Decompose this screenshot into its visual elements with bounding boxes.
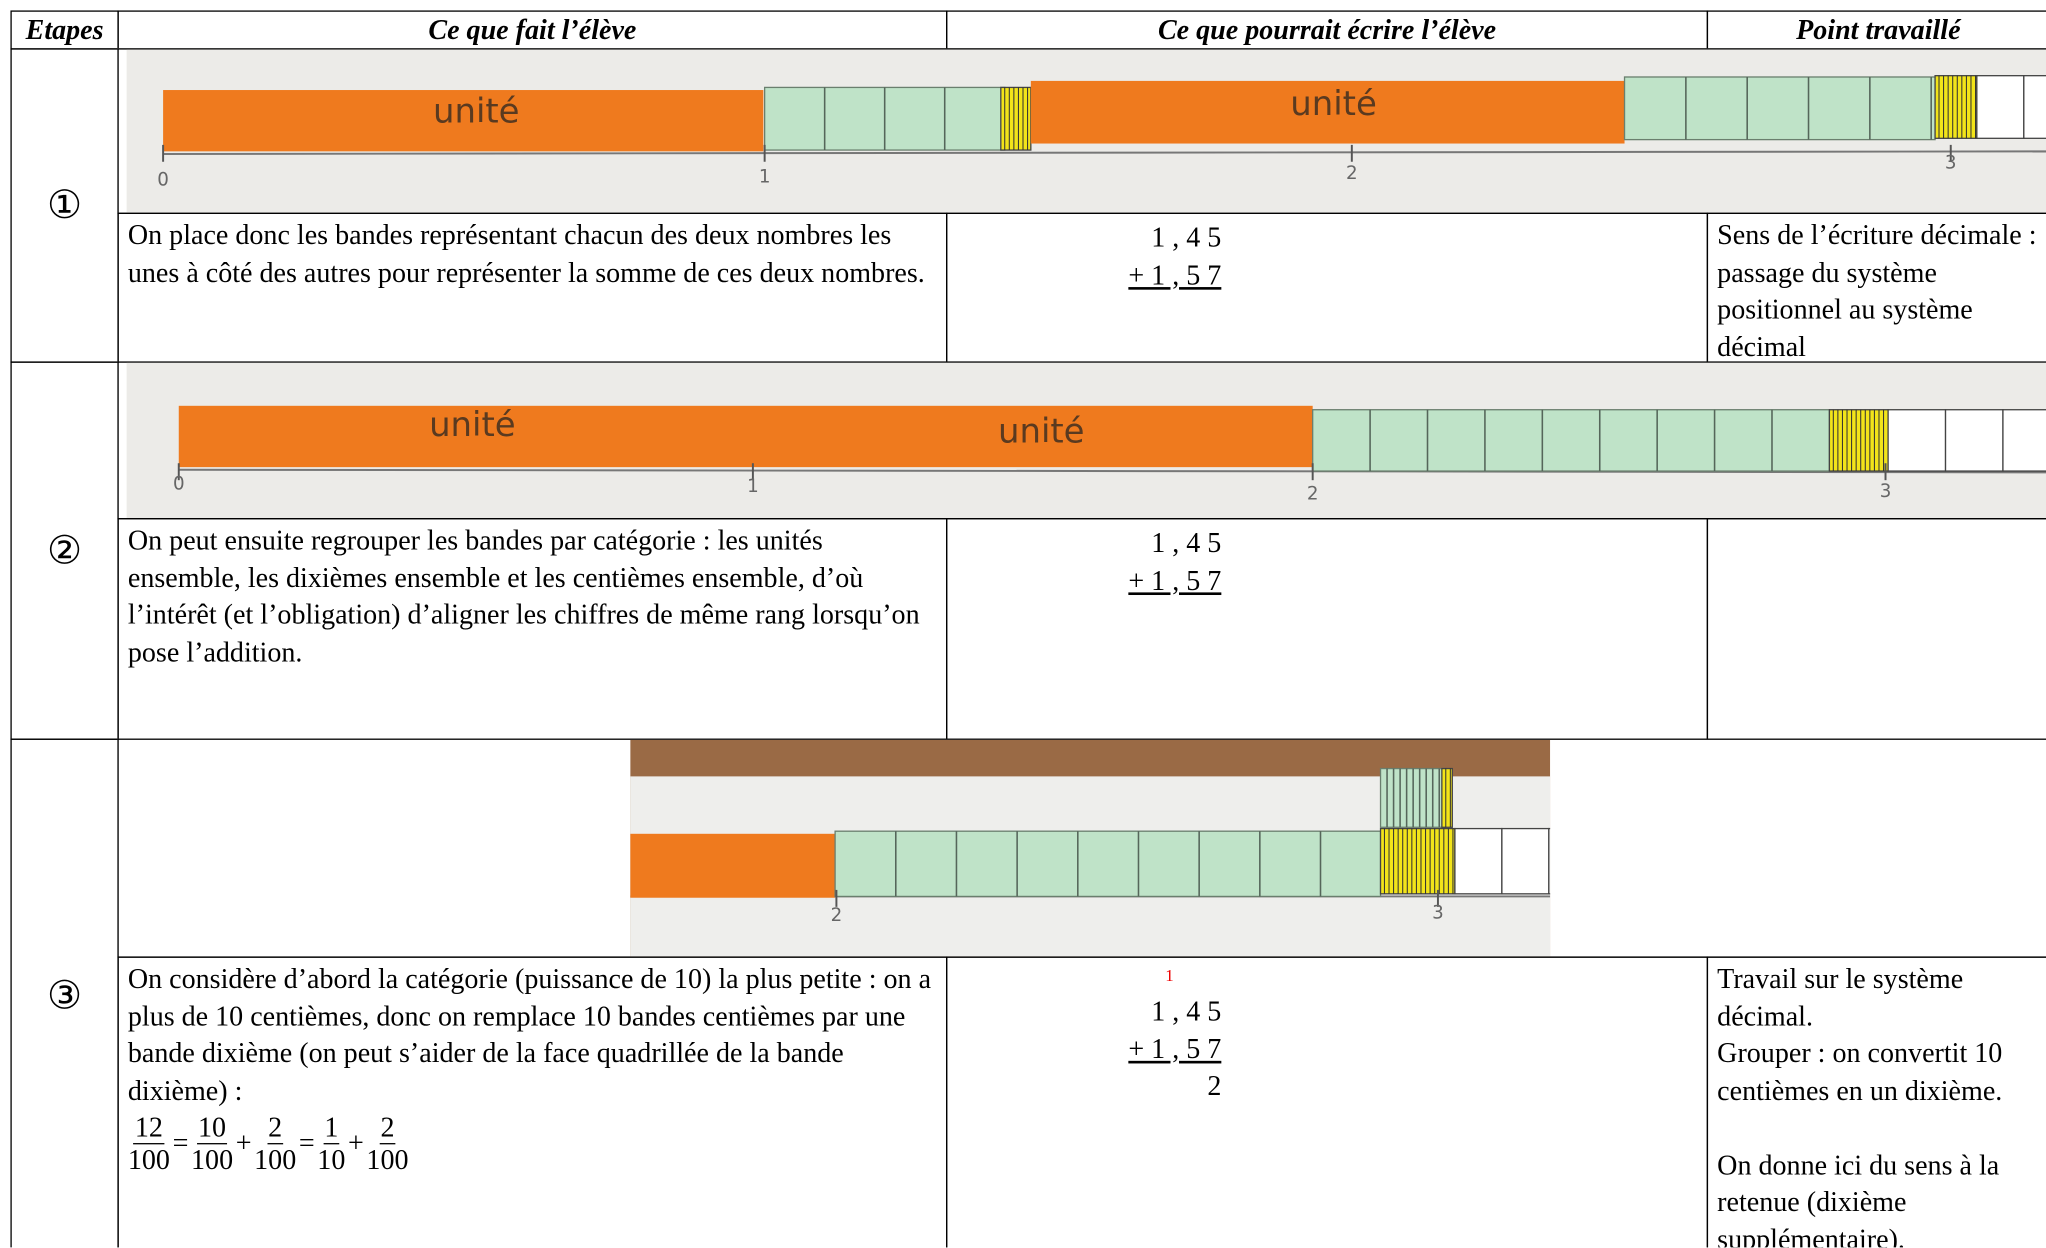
fraction-den: 10	[317, 1144, 346, 1176]
explanation: On peut ensuite regrouper les bandes par…	[127, 524, 920, 668]
operator: =	[172, 1127, 189, 1160]
tick-label: 0	[157, 169, 169, 190]
point-cell: Travail sur le système décimal. Grouper :…	[1706, 956, 2046, 1248]
explanation-cell: On place donc les bandes représentant ch…	[117, 212, 948, 363]
operand: 1 , 4 5	[1151, 527, 1222, 559]
operand: 1 , 4 5	[1151, 995, 1222, 1027]
orange-band	[630, 833, 836, 898]
photo-label: unité	[1290, 84, 1377, 123]
tick-label: 2	[831, 905, 843, 926]
green-band	[1623, 76, 1936, 141]
orange-band	[163, 90, 764, 152]
explanation: On considère d’abord la catégorie (puiss…	[127, 962, 932, 1106]
step-number: ①	[10, 48, 119, 363]
fraction: 2 100	[254, 1112, 296, 1176]
computation-cell: 1 , 4 5 + 1 , 5 7	[946, 518, 1709, 740]
fraction-num: 1	[323, 1111, 340, 1145]
point-text: Grouper : on convertit 10 centièmes en u…	[1717, 1037, 2003, 1106]
point-text: Sens de l’écriture décimale : passage du…	[1717, 219, 2037, 363]
result: 2	[1207, 1069, 1222, 1102]
explanation-cell: On considère d’abord la catégorie (puiss…	[117, 956, 948, 1248]
explanation-cell: On peut ensuite regrouper les bandes par…	[117, 518, 948, 740]
empty-box	[2002, 409, 2046, 472]
empty-box	[1454, 827, 1503, 895]
point-block: On donne ici du sens à la retenue (dixiè…	[1717, 1146, 2039, 1248]
operator: +	[235, 1127, 252, 1160]
empty-box	[1887, 409, 1947, 472]
green-band	[1312, 409, 1831, 472]
empty-box	[1944, 409, 2004, 472]
computation-cell: 1 , 4 5 + 1 , 5 7	[946, 212, 1709, 363]
tick-label: 2	[1307, 484, 1319, 505]
number-line	[163, 150, 2046, 155]
point-cell: Sens de l’écriture décimale : passage du…	[1706, 212, 2046, 363]
fraction-den: 100	[366, 1144, 409, 1176]
header-cell: Ce que pourrait écrire l’élève	[946, 10, 1709, 50]
fraction: 12 100	[128, 1112, 170, 1176]
fraction-num: 2	[266, 1111, 284, 1145]
explanation: On place donc les bandes représentant ch…	[127, 219, 925, 288]
tick-label: 3	[1880, 481, 1892, 502]
operator: +	[347, 1127, 364, 1160]
point-block: Travail sur le système décimal. Grouper :…	[1717, 960, 2039, 1109]
photo: unité unité 0 1 2 3	[126, 49, 2046, 213]
yellow-band	[1441, 767, 1453, 828]
tick-label: 1	[747, 476, 759, 497]
fraction: 1 10	[317, 1112, 345, 1176]
tick-label: 3	[1432, 903, 1444, 924]
fraction-num: 2	[379, 1111, 396, 1145]
tick-label: 3	[1945, 152, 1957, 173]
fraction: 2 100	[366, 1112, 408, 1176]
green-band	[834, 830, 1382, 898]
number-line	[178, 468, 2046, 474]
yellow-band	[1828, 409, 1889, 472]
computation-cell: 1 1 , 4 5 + 1 , 5 7 2	[946, 956, 1709, 1248]
fraction-den: 100	[191, 1144, 234, 1176]
photo-label: unité	[433, 92, 520, 131]
step-number: ③	[10, 738, 119, 1248]
operand: + 1 , 5 7	[1128, 1032, 1222, 1065]
point-block: Sens de l’écriture décimale : passage du…	[1717, 217, 2039, 363]
tick-label: 2	[1346, 163, 1358, 184]
orange-band	[178, 405, 1313, 468]
empty-box	[1976, 75, 2025, 139]
empty-box	[1501, 827, 1550, 895]
fraction-num: 12	[133, 1111, 165, 1145]
orange-band	[1030, 80, 1625, 144]
photo: unité unité 0 1 2 3	[126, 362, 2046, 519]
fraction-num: 10	[196, 1111, 228, 1145]
carry: 1	[1165, 965, 1174, 986]
tick-label: 0	[173, 473, 185, 494]
empty-box	[1548, 827, 1551, 895]
photo-label: unité	[429, 405, 516, 444]
point-cell	[1706, 518, 2046, 740]
operand: + 1 , 5 7	[1128, 564, 1222, 596]
operator: =	[298, 1127, 315, 1160]
step-number: ②	[10, 361, 119, 740]
point-text: On donne ici du sens à la retenue (dixiè…	[1717, 1148, 2000, 1248]
header-cell: Etapes	[10, 10, 119, 50]
point-text: Travail sur le système décimal.	[1717, 962, 1964, 1032]
operand: + 1 , 5 7	[1128, 259, 1222, 291]
empty-box	[2023, 75, 2046, 139]
photo-label: unité	[998, 411, 1085, 450]
header-cell: Ce que fait l’élève	[117, 10, 948, 50]
header-cell: Point travaillé	[1706, 10, 2046, 50]
fraction-line: 12 100 = 10 100 +2 100 = 1 10 +2 100	[128, 1112, 937, 1176]
operand: 1 , 4 5	[1151, 221, 1222, 254]
tick-label: 1	[759, 167, 771, 188]
yellow-band	[1934, 75, 1978, 139]
fraction-den: 100	[254, 1144, 297, 1176]
fraction-den: 100	[127, 1144, 170, 1176]
fraction: 10 100	[191, 1112, 233, 1176]
yellow-band	[1000, 86, 1032, 151]
